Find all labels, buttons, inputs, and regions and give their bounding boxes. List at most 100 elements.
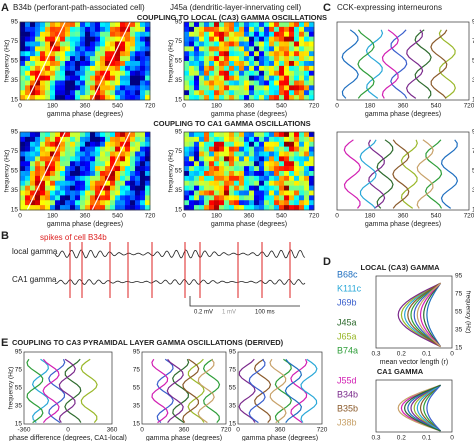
heatmap-cell (45, 80, 51, 86)
x-tick-label: 540 (276, 213, 287, 220)
x-tick-label: 720 (309, 213, 320, 220)
heatmap-cell (25, 26, 31, 33)
heatmap-cell (85, 61, 91, 67)
heatmap-cell (85, 190, 91, 196)
heatmap-cell (249, 65, 255, 72)
heatmap-cell (50, 180, 56, 186)
heatmap-cell (55, 95, 61, 101)
heatmap-cell (105, 166, 111, 172)
heatmap-cell (244, 46, 250, 52)
heatmap-cell (125, 190, 131, 196)
heatmap-cell (20, 70, 26, 76)
heatmap-cell (85, 65, 91, 72)
heatmap-cell (75, 195, 81, 201)
heatmap-cell (204, 46, 210, 52)
heatmap-cell (204, 65, 210, 72)
heatmap-cell (140, 22, 146, 28)
x-axis-label: mean vector length (r) (380, 359, 448, 366)
heatmap-cell (284, 146, 290, 152)
heatmap-cell (40, 171, 46, 177)
heatmap-cell (85, 180, 91, 186)
heatmap-cell (224, 132, 230, 138)
heatmap-cell (45, 205, 51, 211)
heatmap-cell (189, 195, 195, 201)
heatmap-cell (100, 56, 106, 62)
heatmap-cell (65, 205, 71, 211)
heatmap-cell (50, 185, 56, 191)
heatmap-cell (304, 36, 310, 42)
heatmap-cell (259, 36, 265, 42)
heatmap-cell (140, 205, 146, 211)
y-tick-label: 35 (229, 403, 237, 410)
y-tick-label: 35 (175, 187, 183, 194)
heatmap-cell (254, 185, 260, 191)
heatmap-cell (105, 200, 111, 206)
heatmap-cell (204, 200, 210, 206)
heatmap-cell (75, 80, 81, 86)
heatmap-cell (244, 75, 250, 81)
heatmap-cell (45, 61, 51, 67)
heatmap-cell (199, 80, 205, 86)
heatmap-cell (135, 70, 141, 76)
heatmap-cell (130, 190, 136, 196)
heatmap-cell (125, 185, 131, 191)
heatmap-cell (50, 22, 56, 28)
heatmap-cell (194, 185, 200, 191)
x-tick-label: 0 (450, 435, 454, 441)
heatmap-cell (55, 141, 61, 147)
heatmap-cell (145, 156, 151, 162)
heatmap-cell (264, 26, 270, 33)
heatmap-cell (219, 151, 225, 157)
heatmap-cell (145, 56, 151, 62)
heatmap-cell (125, 51, 131, 57)
heatmap-cell (30, 95, 36, 101)
heatmap-cell (100, 205, 106, 211)
heatmap-cell (45, 190, 51, 196)
heatmap-cell (100, 70, 106, 76)
heatmap-cell (209, 56, 215, 62)
y-tick-label: 35 (472, 77, 474, 84)
heatmap-cell (45, 90, 51, 96)
y-tick-label: 75 (175, 38, 183, 45)
curve (343, 139, 361, 209)
heatmap-cell (304, 190, 310, 196)
heatmap-cell (254, 56, 260, 62)
heatmap-cell (45, 151, 51, 157)
heatmap-cell (204, 185, 210, 191)
y-axis-label: frequency (Hz) (464, 291, 471, 334)
heatmap-cell (304, 85, 310, 91)
curve (357, 29, 375, 99)
curve (423, 282, 442, 347)
heatmap-cell (120, 141, 126, 147)
heatmap-cell (30, 190, 36, 196)
heatmap-cell (269, 161, 275, 167)
heatmap-cell (309, 190, 315, 196)
heatmap-cell (100, 90, 106, 96)
heatmap-cell (60, 195, 66, 201)
heatmap-cell (294, 56, 300, 62)
heatmap-cell (145, 75, 151, 81)
legend-entry: J45a (337, 317, 357, 327)
heatmap-cell (264, 156, 270, 162)
heatmap-cell (130, 70, 136, 76)
heatmap-cell (80, 46, 86, 52)
heatmap-cell (284, 36, 290, 42)
heatmap-cell (70, 61, 76, 67)
heatmap-cell (55, 132, 61, 138)
heatmap-cell (25, 31, 31, 37)
heatmap-cell (194, 26, 200, 33)
heatmap-cell (55, 146, 61, 152)
heatmap-cell (234, 90, 240, 96)
heatmap-cell (80, 146, 86, 152)
heatmap-cell (194, 136, 200, 143)
heatmap-cell (259, 141, 265, 147)
heatmap-cell (289, 95, 295, 101)
heatmap-cell (130, 180, 136, 186)
heatmap-cell (45, 161, 51, 167)
heatmap-cell (279, 132, 285, 138)
heatmap-cell (184, 166, 190, 172)
heatmap-cell (274, 75, 280, 81)
heatmap-cell (289, 141, 295, 147)
heatmap-cell (55, 80, 61, 86)
heatmap-cell (75, 36, 81, 42)
